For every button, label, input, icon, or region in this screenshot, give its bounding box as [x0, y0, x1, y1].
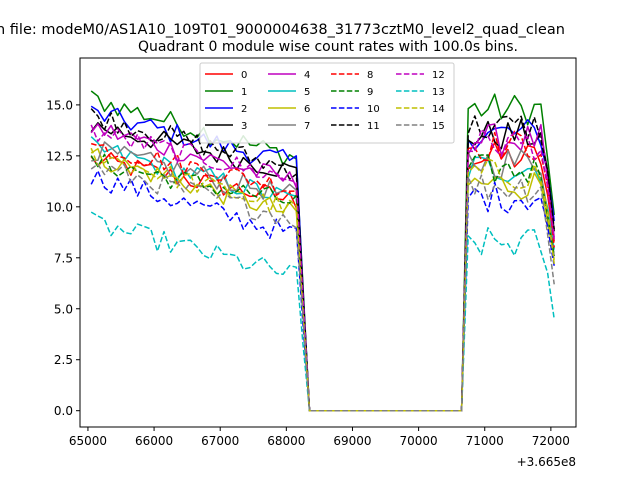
legend-label: 9	[367, 87, 373, 98]
series-layer	[90, 90, 555, 412]
legend-label: 12	[432, 70, 445, 81]
x-tick-label: 68000	[267, 434, 305, 448]
legend-label: 3	[241, 121, 247, 132]
chart-title: Quadrant 0 module wise count rates with …	[138, 39, 518, 55]
x-tick-label: 72000	[532, 434, 570, 448]
x-tick-label: 65000	[69, 434, 107, 448]
y-axis: 0.0 2.5 5.0 7.5 10.0 12.5 15.0	[46, 98, 80, 418]
legend-label: 13	[432, 87, 445, 98]
series-line-13	[90, 211, 555, 412]
legend-label: 10	[367, 104, 380, 115]
legend-label: 15	[432, 121, 445, 132]
series-line-15	[90, 163, 555, 412]
legend-label: 2	[241, 104, 247, 115]
legend-label: 11	[367, 121, 380, 132]
figure-suptitle: n file: modeM0/AS1A10_109T01_9000004638_…	[0, 22, 565, 38]
legend-label: 1	[241, 87, 247, 98]
legend-label: 4	[304, 70, 310, 81]
y-tick-label: 0.0	[54, 404, 73, 418]
x-tick-label: 66000	[135, 434, 173, 448]
legend-label: 14	[432, 104, 445, 115]
series-line-12	[90, 124, 555, 412]
legend-label: 7	[304, 121, 310, 132]
x-tick-label: 71000	[466, 434, 504, 448]
x-tick-label: 67000	[201, 434, 239, 448]
y-tick-label: 5.0	[54, 302, 73, 316]
y-tick-label: 2.5	[54, 353, 73, 367]
x-tick-label: 69000	[333, 434, 371, 448]
legend-frame	[199, 62, 455, 144]
legend-label: 0	[241, 70, 247, 81]
x-offset-label: +3.665e8	[517, 455, 576, 469]
x-tick-label: 70000	[400, 434, 438, 448]
series-line-5	[90, 136, 555, 412]
y-tick-label: 10.0	[46, 200, 73, 214]
legend-label: 8	[367, 70, 373, 81]
series-line-8	[90, 130, 555, 412]
x-axis: 65000 66000 67000 68000 69000 70000 71000 72000	[69, 427, 570, 448]
plot-frame	[79, 57, 577, 428]
legend-label: 5	[304, 87, 310, 98]
y-tick-label: 7.5	[54, 251, 73, 265]
series-line-1	[90, 90, 555, 412]
series-line-14	[90, 147, 555, 412]
legend-label: 6	[304, 104, 310, 115]
y-tick-label: 15.0	[46, 98, 73, 112]
y-tick-label: 12.5	[46, 149, 73, 163]
